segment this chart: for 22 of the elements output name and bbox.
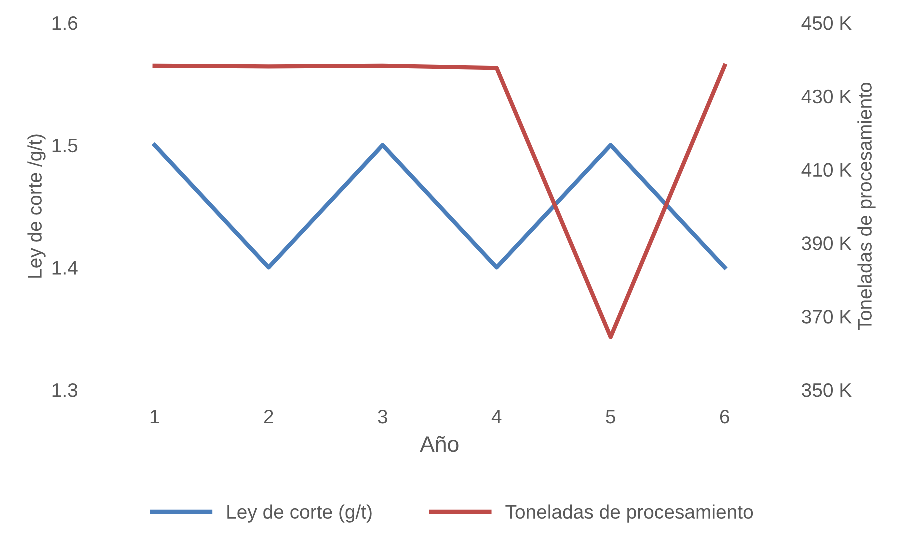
x-tick-label: 2 <box>264 410 274 424</box>
y-tick-label: 1.6 <box>52 16 78 30</box>
y2-axis-title: Toneladas de procesamiento <box>858 83 876 330</box>
x-tick-label: 1 <box>150 410 160 424</box>
y2-tick-label: 450 K <box>802 16 852 30</box>
y-tick-label: 1.4 <box>52 261 78 275</box>
x-tick-label: 3 <box>378 410 388 424</box>
y2-tick-label: 410 K <box>802 163 852 178</box>
legend-label: Ley de corte (g/t) <box>228 504 372 523</box>
line-series <box>152 64 727 340</box>
x-axis-title: Año <box>420 436 459 452</box>
y-tick-label: 1.5 <box>52 139 78 153</box>
y-tick-label: 1.3 <box>52 383 78 398</box>
x-tick-label: 6 <box>720 410 730 424</box>
y2-tick-label: 370 K <box>802 310 852 324</box>
x-tick-label: 4 <box>492 410 502 424</box>
legend-label: Toneladas de procesamiento <box>506 504 754 523</box>
y2-tick-label: 430 K <box>802 90 852 104</box>
y-axis-title: Ley de corte /g/t) <box>28 134 46 278</box>
x-tick-label: 5 <box>606 410 616 424</box>
y2-tick-label: 350 K <box>802 383 852 398</box>
y2-tick-label: 390 K <box>802 236 852 250</box>
